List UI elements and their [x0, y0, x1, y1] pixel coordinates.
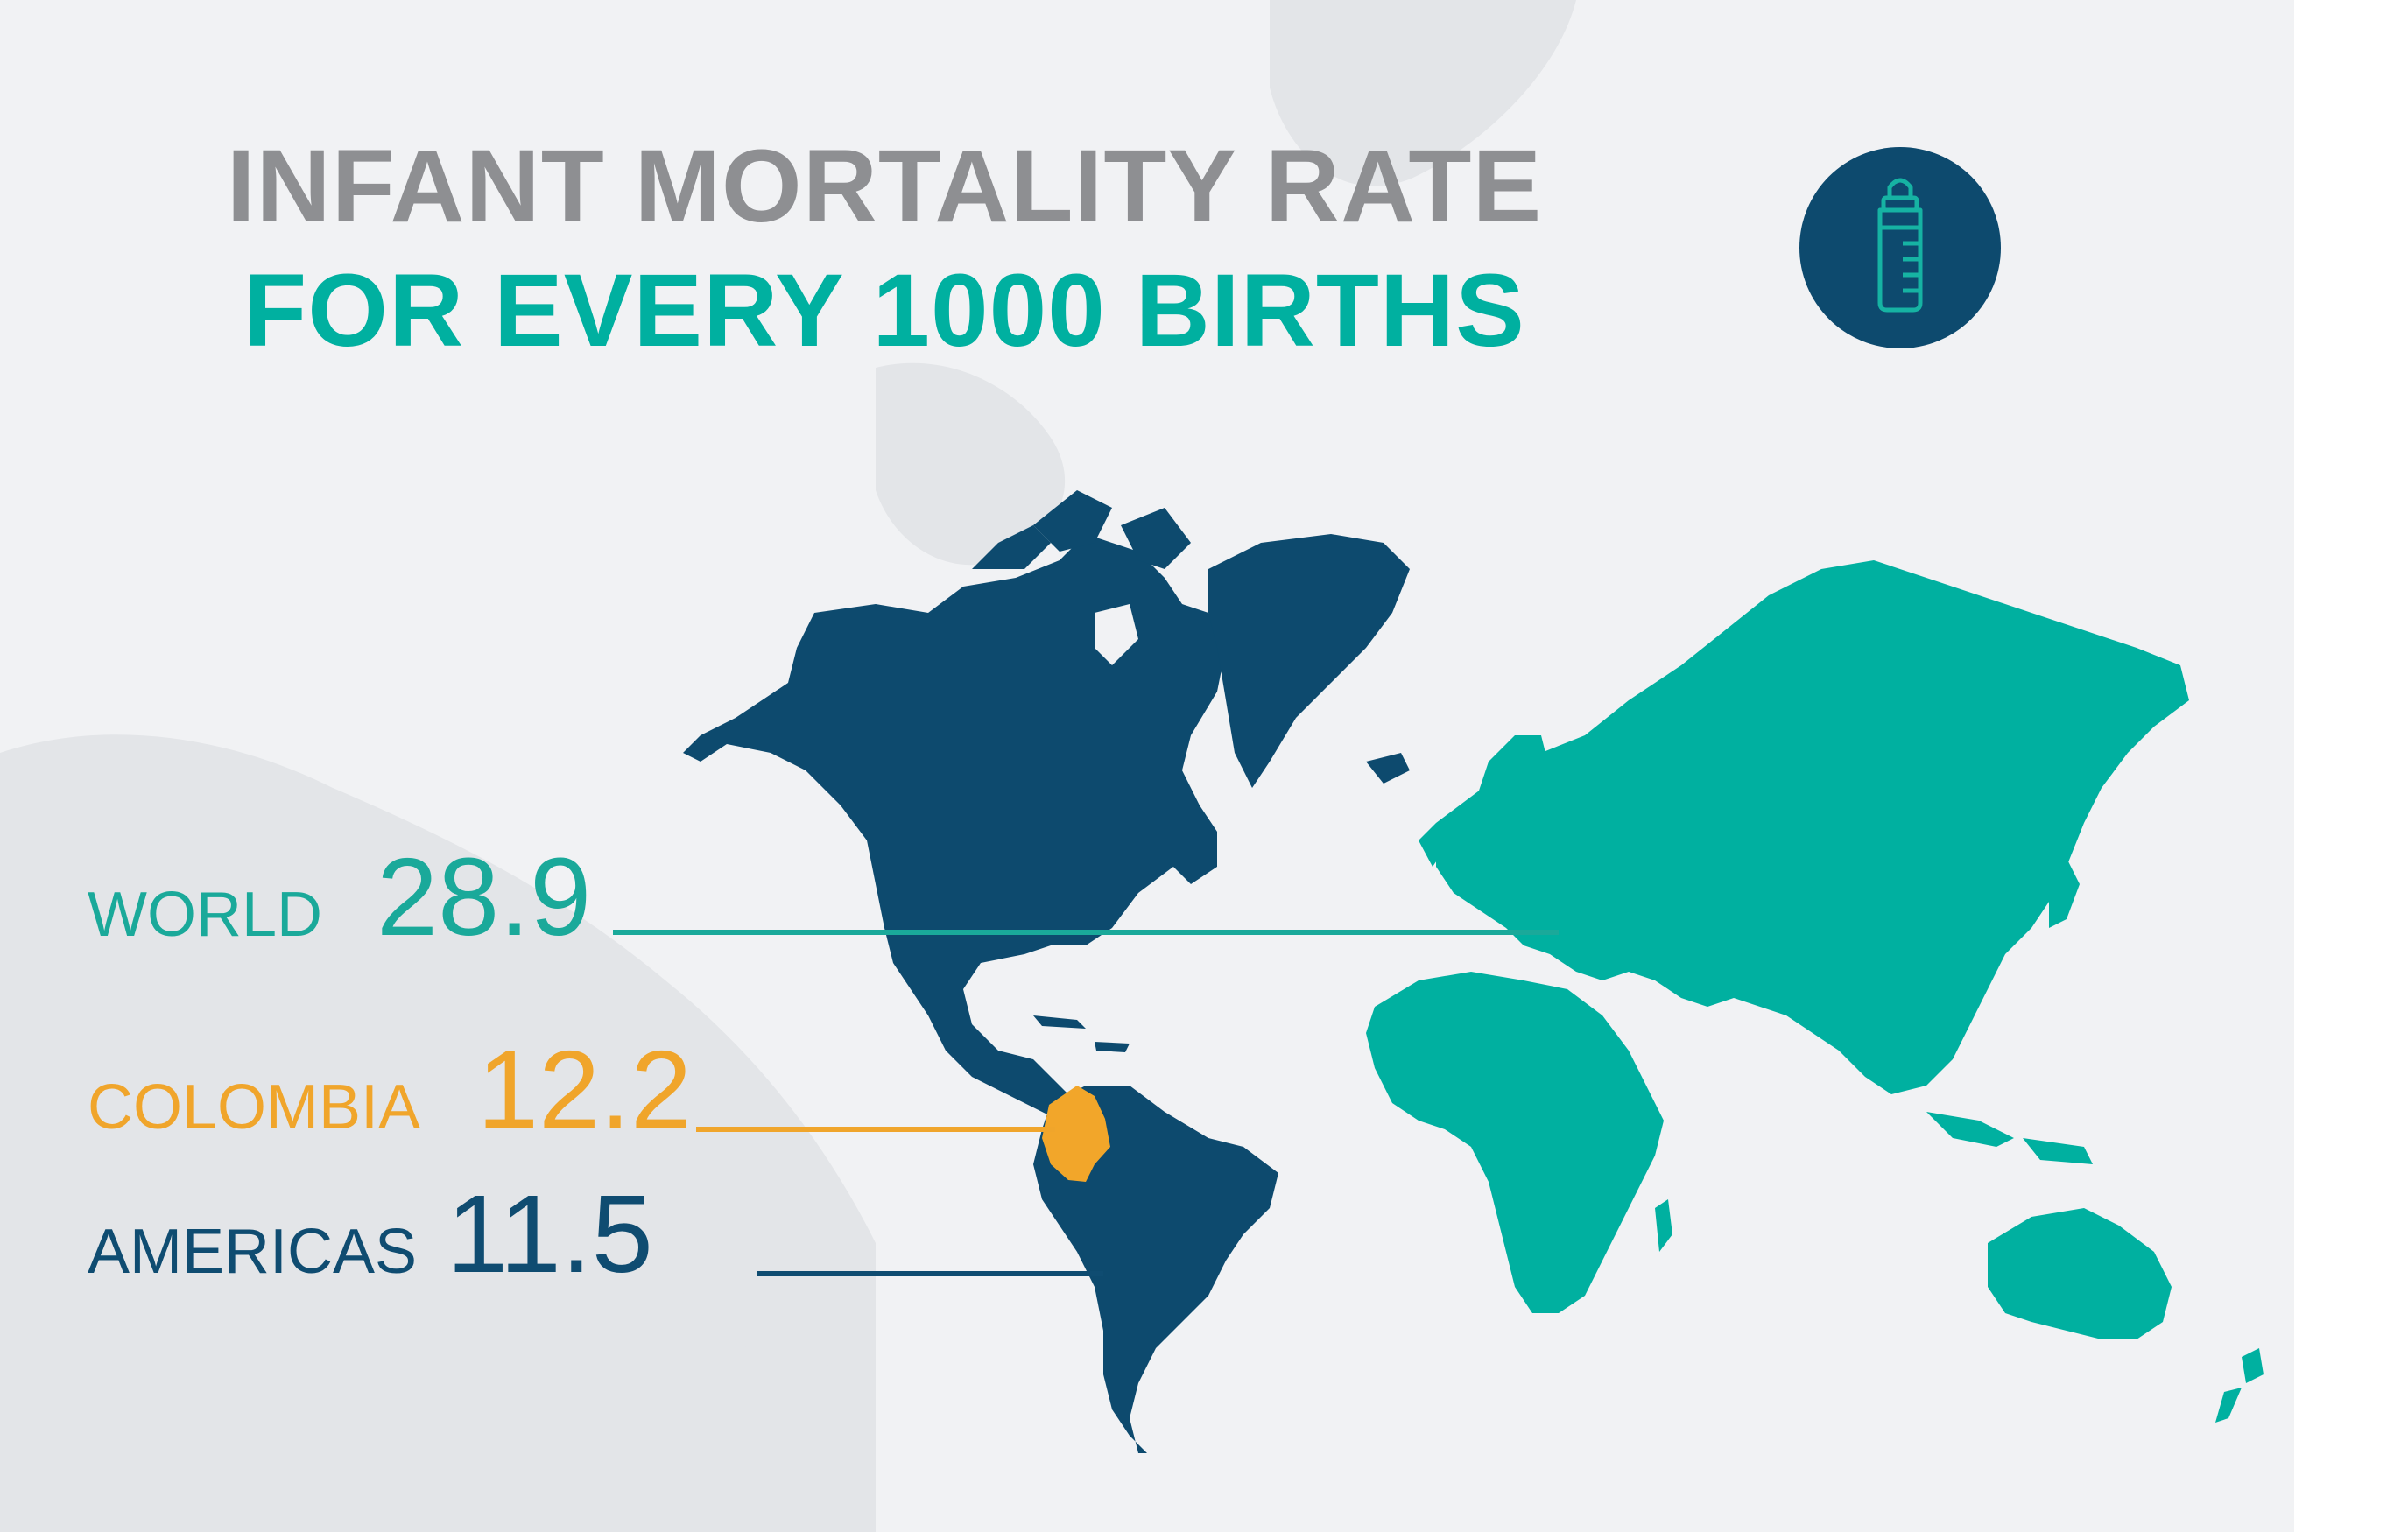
map-colombia	[1042, 1086, 1110, 1182]
colombia-value: 12.2	[477, 1028, 693, 1151]
background-right-band	[2294, 0, 2408, 1532]
map-americas	[683, 490, 1410, 1453]
world-label: WORLD	[88, 880, 322, 950]
baby-bottle-icon	[1799, 147, 2001, 348]
map-old-world	[1366, 560, 2264, 1423]
colombia-label: COLOMBIA	[88, 1072, 421, 1142]
americas-value: 11.5	[447, 1172, 653, 1296]
world-value: 28.9	[377, 835, 592, 959]
americas-label: AMERICAS	[88, 1217, 418, 1287]
title-line-2: FOR EVERY 1000 BIRTHS	[243, 253, 1525, 369]
title-line-1: INFANT MORTALITY RATE	[226, 129, 1543, 244]
